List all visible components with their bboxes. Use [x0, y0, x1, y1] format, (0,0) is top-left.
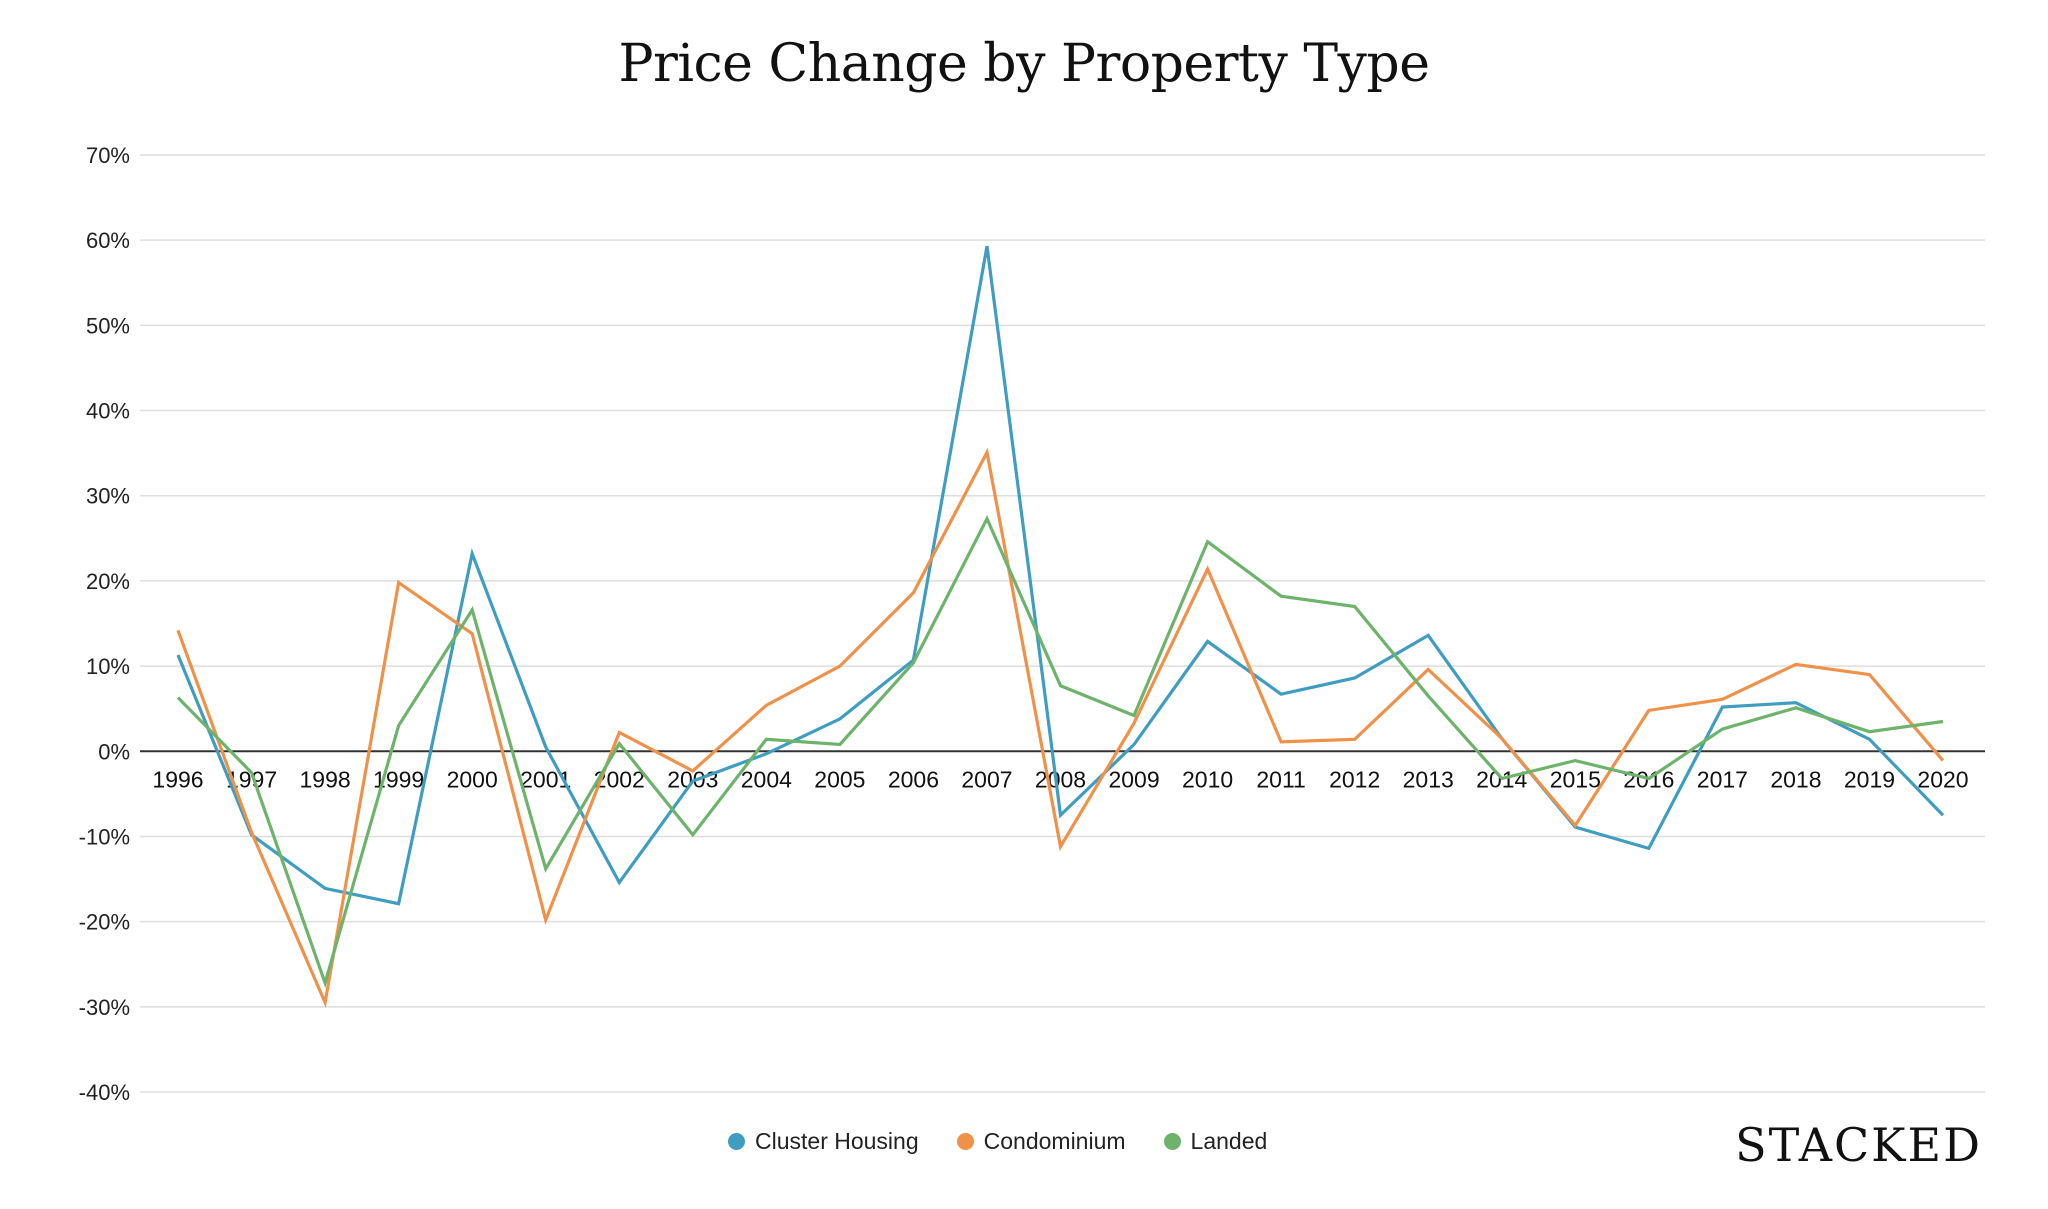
legend-marker-icon — [956, 1133, 974, 1150]
gridlines — [140, 154, 1985, 1093]
x-tick-label: 2020 — [1917, 766, 1968, 792]
x-tick-label: 2010 — [1182, 766, 1233, 792]
brand-logo: STACKED — [1735, 1118, 1982, 1172]
series-line-landed — [176, 514, 1944, 989]
x-tick-label: 2008 — [1035, 766, 1086, 792]
x-tick-label: 2000 — [447, 766, 498, 792]
x-axis-ticks: 1996 1997 1998 1999 2000 2001 2002 2003 2004 2005… — [152, 766, 1968, 792]
x-tick-label: 2004 — [741, 766, 792, 792]
x-tick-label: 1998 — [299, 766, 350, 792]
x-tick-label: 2015 — [1550, 766, 1601, 792]
x-tick-label: 2017 — [1697, 766, 1748, 792]
y-tick-label: -20% — [79, 910, 130, 935]
y-tick-label: 0% — [98, 739, 130, 764]
x-tick-label: 1996 — [152, 766, 203, 792]
y-tick-label: -30% — [79, 995, 130, 1020]
x-tick-label: 2009 — [1108, 766, 1159, 792]
x-tick-label: 2019 — [1844, 766, 1895, 792]
x-tick-label: 2012 — [1329, 766, 1380, 792]
series-line-cluster-housing — [176, 245, 1945, 906]
legend-item-landed[interactable]: Landed — [1163, 1128, 1268, 1155]
legend-item-condominium[interactable]: Condominium — [956, 1128, 1126, 1155]
x-tick-label: 2007 — [961, 766, 1012, 792]
legend-marker-icon — [1163, 1133, 1181, 1150]
legend-marker-icon — [728, 1133, 745, 1150]
legend-label: Landed — [1190, 1128, 1268, 1154]
y-tick-label: 20% — [86, 569, 130, 594]
y-tick-label: 40% — [86, 399, 130, 424]
y-tick-label: 30% — [86, 484, 130, 509]
x-tick-label: 2005 — [814, 766, 865, 792]
chart-title: Price Change by Property Type — [618, 34, 1430, 94]
legend-label: Cluster Housing — [755, 1128, 919, 1154]
legend: Cluster Housing Condominium Landed — [728, 1128, 1267, 1155]
x-tick-label: 2006 — [888, 766, 939, 792]
series-lines — [176, 245, 1945, 1009]
y-tick-label: -10% — [79, 824, 130, 849]
y-tick-label: 70% — [86, 143, 130, 168]
x-tick-label: 2018 — [1770, 766, 1821, 792]
legend-item-cluster-housing[interactable]: Cluster Housing — [728, 1128, 919, 1155]
y-tick-label: 10% — [86, 654, 130, 679]
x-tick-label: 2013 — [1403, 766, 1454, 792]
legend-label: Condominium — [983, 1128, 1126, 1154]
y-tick-label: -40% — [79, 1080, 130, 1105]
y-axis-ticks: 70% 60% 50% 40% 30% 20% 10% 0% -10% -20% -30% -40% — [79, 143, 130, 1105]
series-line-condominium — [176, 447, 1945, 1009]
y-tick-label: 60% — [86, 228, 130, 253]
y-tick-label: 50% — [86, 313, 130, 338]
x-tick-label: 2011 — [1256, 766, 1305, 792]
